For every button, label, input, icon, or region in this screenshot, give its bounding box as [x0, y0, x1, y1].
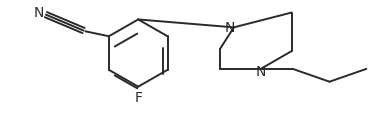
- Text: N: N: [33, 6, 44, 19]
- Text: N: N: [256, 64, 266, 78]
- Text: F: F: [134, 90, 142, 104]
- Text: N: N: [225, 21, 235, 35]
